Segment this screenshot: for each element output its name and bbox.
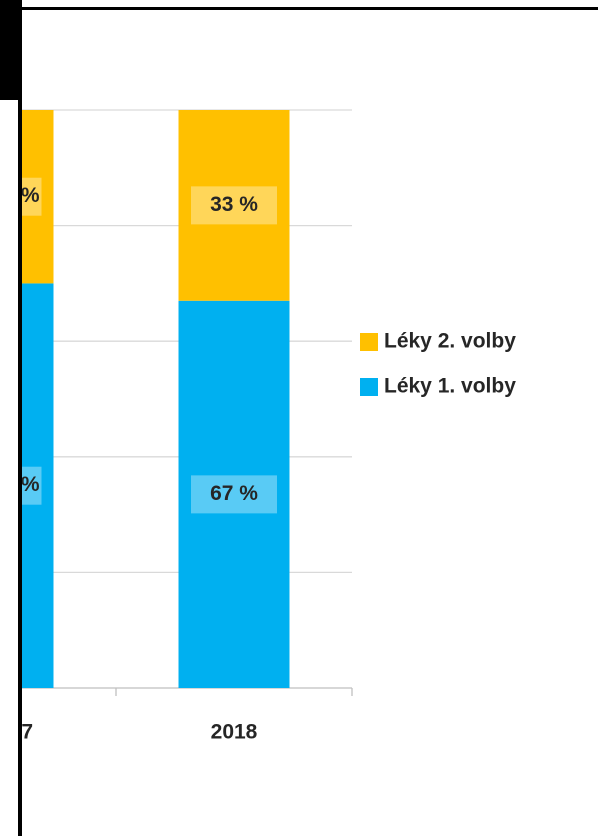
legend-label: Léky 1. volby <box>384 375 516 398</box>
bar-segment <box>22 283 54 688</box>
plot-area: %% 7 67 % 33 % 2018 <box>21 109 353 744</box>
bar-segment <box>178 110 290 301</box>
frame-left <box>18 0 22 836</box>
data-label: 33 % <box>210 193 258 216</box>
legend-label: Léky 2. volby <box>384 330 516 353</box>
data-label-box <box>191 475 277 514</box>
x-tick-label: 2018 <box>211 721 258 744</box>
bar-segment <box>22 110 54 284</box>
bar-segment <box>178 300 290 688</box>
data-label-box <box>22 466 42 505</box>
data-label-box <box>191 186 277 225</box>
frame-corner <box>0 0 18 100</box>
data-label: 67 % <box>210 482 258 505</box>
legend-swatch <box>360 333 378 351</box>
frame-top <box>18 7 598 10</box>
x-tick-label: 7 <box>21 721 33 744</box>
data-label: % <box>21 473 40 496</box>
data-label: % <box>21 184 40 207</box>
legend-swatch <box>360 378 378 396</box>
data-label-box <box>22 177 42 216</box>
